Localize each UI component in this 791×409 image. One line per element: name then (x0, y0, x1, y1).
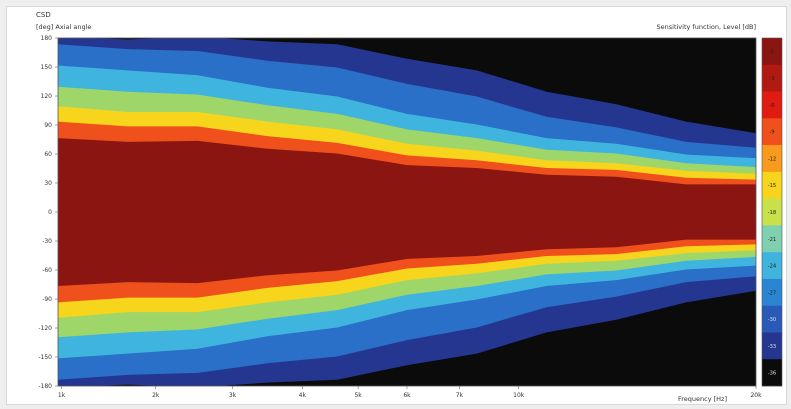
x-axis-label: Frequency [Hz] (678, 395, 727, 403)
colorbar-swatch (762, 64, 782, 92)
y-tick-label: 30 (44, 180, 52, 187)
colorbar-swatch (762, 91, 782, 119)
chart-title: CSD (36, 11, 51, 19)
x-tick-label: 2k (152, 392, 160, 399)
x-tick-label: 4k (299, 392, 307, 399)
colorbar-label: -15 (768, 183, 776, 189)
x-ticks: 1k 2k 3k 4k 5k 6k 7k 10k 20k (58, 386, 762, 399)
y-tick-label: -180 (38, 383, 52, 390)
y-tick-label: 90 (44, 122, 52, 129)
colorbar-swatch (762, 359, 782, 387)
colorbar-label: -24 (768, 264, 777, 270)
colorbar-swatch (762, 145, 782, 173)
colorbar-label: -30 (768, 317, 776, 323)
colorbar-swatch (762, 118, 782, 146)
colorbar-label: -33 (768, 344, 776, 350)
x-tick-label: 10k (513, 392, 525, 399)
colorbar-label: -18 (768, 210, 776, 216)
colorbar-label: 0 (770, 49, 773, 55)
x-tick-label: 7k (456, 392, 464, 399)
colorbar-swatch (762, 38, 782, 66)
x-tick-label: 5k (354, 392, 362, 399)
y-tick-label: -90 (42, 296, 52, 303)
colorbar-label: -6 (769, 103, 774, 109)
y-tick-label: -30 (42, 238, 52, 245)
y-tick-label: -60 (42, 267, 52, 274)
y-tick-label: 180 (41, 35, 53, 42)
y-ticks: 180 150 120 90 60 30 0 -30 -60 -90 -120 -150 -180 (38, 35, 58, 390)
colorbar-label: -36 (768, 371, 776, 377)
colorbar-border (761, 37, 783, 387)
y-tick-label: 60 (44, 151, 52, 158)
y-tick-label: -150 (38, 354, 52, 361)
y-tick-label: -120 (38, 325, 52, 332)
x-tick-label: 20k (750, 392, 762, 399)
band-red (58, 138, 756, 286)
colorbar-label: -27 (768, 290, 776, 296)
x-tick-label: 6k (403, 392, 411, 399)
colorbar-label: -3 (769, 76, 774, 82)
y-tick-label: 0 (48, 209, 52, 216)
colorbar-swatch (762, 252, 782, 280)
y-tick-label: 150 (41, 64, 53, 71)
colorbar-swatch (762, 225, 782, 253)
y-axis-label: [deg] Axial angle (36, 23, 91, 31)
colorbar-swatch (762, 278, 782, 306)
colorbar-label: -12 (768, 156, 776, 162)
colorbar-legend: 0 -3 -6 -9 -12 -15 -18 -21 -24 -27 -30 -33 -36 (761, 37, 783, 387)
x-tick-label: 3k (229, 392, 237, 399)
colorbar-swatch (762, 198, 782, 226)
subtitle-right: Sensitivity function, Level [dB] (657, 23, 756, 31)
colorbar-label: -21 (768, 237, 776, 243)
heatmap-bands (58, 38, 756, 386)
colorbar-label: -9 (769, 130, 774, 136)
colorbar-swatch (762, 332, 782, 360)
colorbar-swatch (762, 305, 782, 333)
colorbar-swatch (762, 171, 782, 199)
y-tick-label: 120 (41, 93, 53, 100)
x-tick-label: 1k (58, 392, 66, 399)
